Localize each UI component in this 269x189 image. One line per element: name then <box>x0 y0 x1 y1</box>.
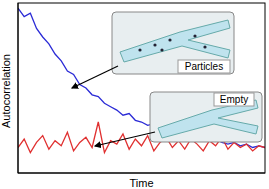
svg-text:Time: Time <box>129 177 153 189</box>
svg-text:Autocorrelation: Autocorrelation <box>8 54 12 128</box>
svg-text:Empty: Empty <box>220 94 248 105</box>
svg-text:Particles: Particles <box>185 61 223 72</box>
